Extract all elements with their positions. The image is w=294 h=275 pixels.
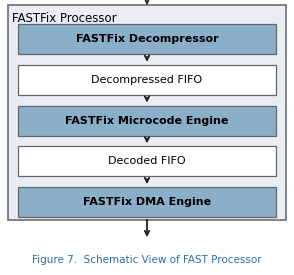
Text: FASTFix Decompressor: FASTFix Decompressor — [76, 34, 218, 44]
Text: FASTFix Processor: FASTFix Processor — [12, 12, 117, 24]
Bar — [18, 65, 276, 95]
Bar — [18, 146, 276, 176]
Bar — [18, 187, 276, 217]
Text: Decompressed FIFO: Decompressed FIFO — [91, 75, 203, 85]
Bar — [8, 5, 286, 220]
Text: FASTFix DMA Engine: FASTFix DMA Engine — [83, 197, 211, 207]
Bar — [18, 24, 276, 54]
Text: Decoded FIFO: Decoded FIFO — [108, 156, 186, 166]
Text: Figure 7.  Schematic View of FAST Processor: Figure 7. Schematic View of FAST Process… — [32, 255, 262, 265]
Bar — [18, 106, 276, 136]
Text: FASTFix Microcode Engine: FASTFix Microcode Engine — [65, 116, 229, 125]
